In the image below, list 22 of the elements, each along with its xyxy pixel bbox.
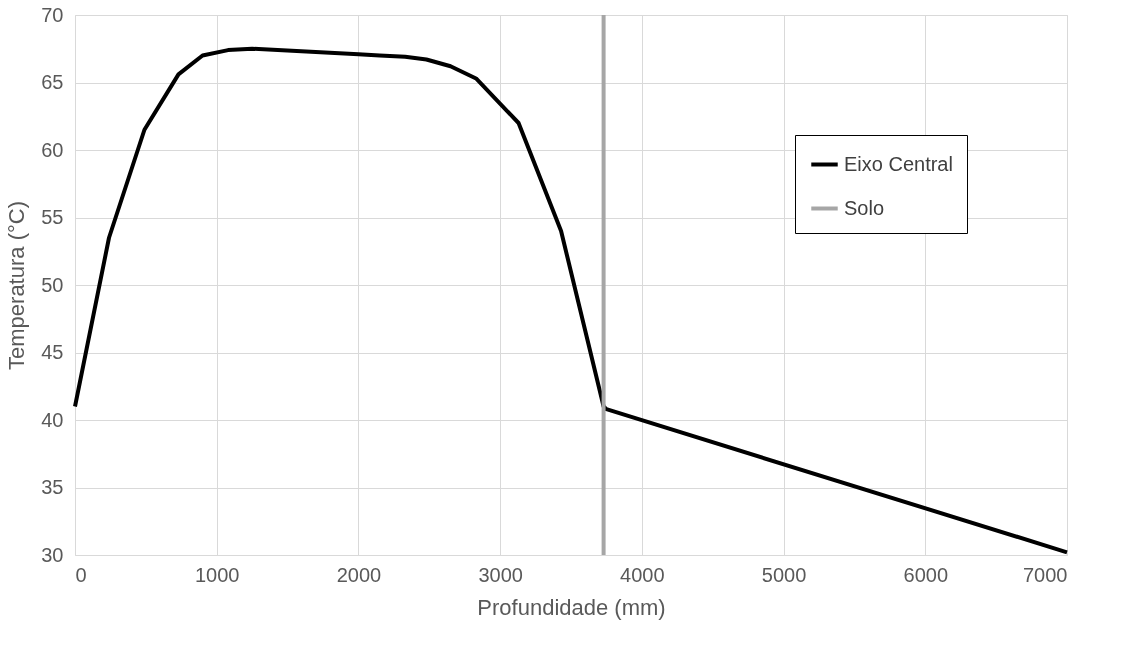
x-tick-label: 3000 — [478, 563, 523, 586]
x-tick-label: 7000 — [1023, 563, 1068, 586]
y-tick-label: 35 — [41, 476, 64, 498]
y-tick-label: 30 — [41, 543, 64, 566]
line-series — [73, 46, 1069, 555]
x-tick-label: 2000 — [336, 563, 382, 586]
x-tick-label: 1000 — [194, 563, 240, 586]
legend-label: Eixo Central — [844, 152, 953, 175]
x-tick-label: 0 — [75, 563, 87, 586]
y-tick-label: 70 — [41, 3, 64, 26]
legend-label: Solo — [844, 196, 885, 219]
y-tick-label: 50 — [41, 273, 64, 296]
x-axis-title: Profundidade (mm) — [477, 594, 666, 620]
x-tick-label: 4000 — [620, 563, 665, 586]
x-tick-label: 5000 — [761, 563, 807, 586]
y-tick-label: 45 — [41, 341, 64, 363]
y-tick-label: 65 — [41, 71, 64, 93]
y-axis-title: Temperatura (°C) — [4, 201, 30, 370]
y-tick-label: 55 — [41, 206, 64, 228]
y-tick-label: 60 — [41, 138, 64, 161]
y-tick-label: 40 — [41, 408, 64, 431]
x-tick-label: 6000 — [903, 563, 949, 586]
